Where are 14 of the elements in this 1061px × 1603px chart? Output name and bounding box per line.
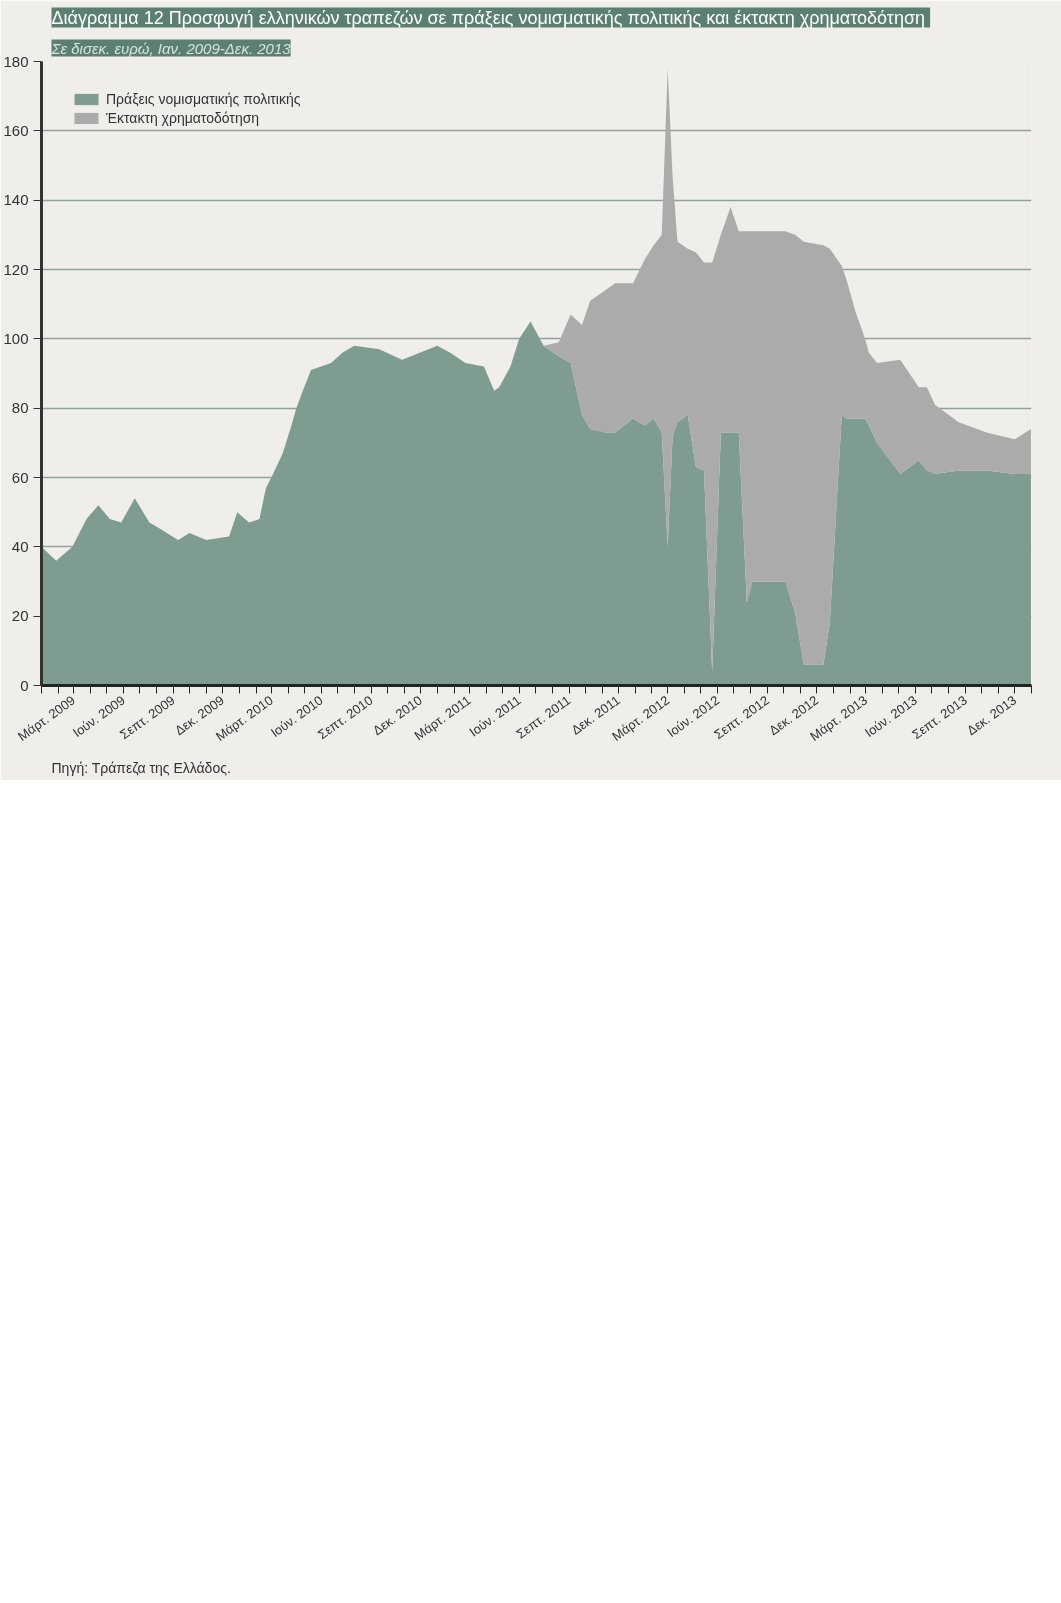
y-tick-label: 0 [20,676,29,694]
y-tick-label: 180 [3,52,29,70]
y-tick-label: 80 [11,399,29,417]
y-tick-label: 40 [11,537,29,555]
y-tick-label: 160 [3,121,29,139]
chart-title: Διάγραμμα 12 Προσφυγή ελληνικών τραπεζών σε πράξεις νομισματικής πολιτικής και έκτακτη χρηματοδότηση [51,7,926,28]
legend-label: Πράξεις νομισματικής πολιτικής [106,91,301,107]
y-tick-label: 140 [3,191,29,209]
y-tick-label: 60 [11,468,29,486]
legend-label: Έκτακτη χρηματοδότηση [106,110,260,126]
text: Πηγή: Τράπεζα της Ελλάδος. [51,759,231,776]
y-tick-label: 120 [3,260,29,278]
y-tick-label: 20 [11,607,29,625]
y-tick-label: 100 [3,329,29,347]
